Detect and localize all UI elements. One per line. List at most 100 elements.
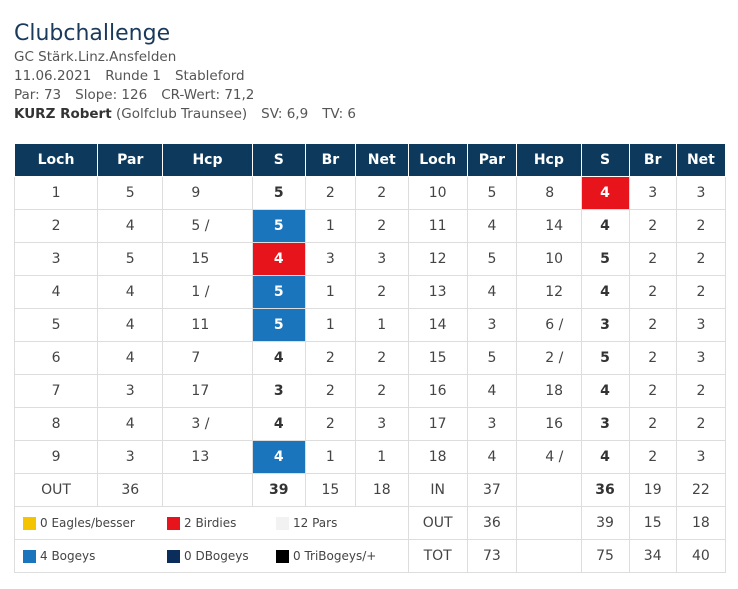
column-header: Hcp <box>162 143 253 177</box>
legend-item: 0 Eagles/besser <box>23 516 167 530</box>
cell <box>516 473 582 507</box>
cell: 3 <box>97 374 164 408</box>
legend-label: 0 DBogeys <box>184 549 249 563</box>
cell: 15 <box>407 341 468 375</box>
cell: 5 <box>13 308 99 342</box>
legend-row: 4 Bogeys 0 DBogeys 0 TriBogeys/+ <box>15 549 408 563</box>
header-row: Loch Par Hcp S Br Net Loch Par Hcp S Br Net <box>13 143 727 177</box>
slope: Slope: 126 <box>75 87 148 103</box>
cell: OUT <box>407 506 468 540</box>
cell: 18 <box>675 506 727 540</box>
cell: 2 <box>354 176 409 210</box>
column-header: Br <box>628 143 677 177</box>
cell: 7 <box>13 374 99 408</box>
cell: 12 <box>516 275 582 309</box>
player-info: KURZ Robert (Golfclub Traunsee) SV: 6,9 TV… <box>14 105 370 124</box>
legend-swatch <box>276 549 289 563</box>
cell: 15 <box>305 473 356 507</box>
cell: 1 <box>305 440 356 474</box>
cell: 16 <box>407 374 468 408</box>
course-info: Par: 73 Slope: 126 CR-Wert: 71,2 <box>14 86 370 105</box>
hole-row: 7 3 17 3 2 2 16 4 18 4 2 2 <box>13 374 727 408</box>
cell: 2 <box>305 407 356 441</box>
cell: 2 <box>305 341 356 375</box>
cell <box>162 473 253 507</box>
cell: 22 <box>675 473 727 507</box>
cell: 4 <box>580 209 630 243</box>
cell: 5 <box>251 308 307 342</box>
cell: 5 <box>97 242 164 276</box>
cell: 2 <box>354 275 409 309</box>
cell: 2 <box>354 341 409 375</box>
cell: 14 <box>516 209 582 243</box>
legend-swatch <box>276 516 289 530</box>
cell: 1 <box>305 308 356 342</box>
cell: 4 <box>466 374 518 408</box>
cell: 4 <box>251 440 307 474</box>
legend-item: 4 Bogeys <box>23 549 167 563</box>
cell: 10 <box>516 242 582 276</box>
cell: 2 <box>628 341 677 375</box>
legend-label: 2 Birdies <box>184 516 237 530</box>
round: Runde 1 <box>105 68 161 84</box>
cell: 3 <box>675 341 727 375</box>
cell: 2 <box>354 209 409 243</box>
legend-swatch <box>167 516 180 530</box>
cell: 2 <box>675 374 727 408</box>
cell: 5 <box>466 242 518 276</box>
title: Clubchallenge <box>14 21 171 46</box>
club-name: GC Stärk.Linz.Ansfelden <box>14 49 177 65</box>
cell: 73 <box>466 539 518 573</box>
cell: 40 <box>675 539 727 573</box>
cell: 2 <box>675 275 727 309</box>
legend: 4 Bogeys 0 DBogeys 0 TriBogeys/+ <box>14 539 409 573</box>
cell: 15 <box>628 506 677 540</box>
cell: 3 <box>675 308 727 342</box>
cell: 3 <box>354 242 409 276</box>
cell: 3 <box>580 407 630 441</box>
cell: 3 <box>13 242 99 276</box>
cr: CR-Wert: 71,2 <box>161 87 255 103</box>
hole-row: 9 3 13 4 1 1 18 4 4 /4 2 3 <box>13 440 727 474</box>
legend-item: 2 Birdies <box>167 516 276 530</box>
cell: 3 <box>580 308 630 342</box>
column-header: S <box>251 143 307 177</box>
cell: 12 <box>407 242 468 276</box>
cell: 4 <box>580 176 630 210</box>
cell: 36 <box>466 506 518 540</box>
hole-row: 6 4 7 4 2 2 15 5 2 /5 2 3 <box>13 341 727 375</box>
cell: 1 <box>354 440 409 474</box>
cell: 9 <box>162 176 253 210</box>
cell: 4 <box>251 407 307 441</box>
cell: 16 <box>516 407 582 441</box>
cell: 2 <box>628 440 677 474</box>
legend-swatch <box>167 549 180 563</box>
cell: 18 <box>407 440 468 474</box>
cell: 2 <box>628 374 677 408</box>
cell: 3 <box>675 440 727 474</box>
cell: 2 <box>305 374 356 408</box>
column-header: Hcp <box>516 143 582 177</box>
column-header: Par <box>466 143 518 177</box>
cell: 1 <box>305 209 356 243</box>
legend: 0 Eagles/besser 2 Birdies 12 Pars <box>14 506 409 540</box>
cell: 75 <box>580 539 630 573</box>
cell: 8 <box>13 407 99 441</box>
cell: 5 <box>251 275 307 309</box>
summary-row: 0 Eagles/besser 2 Birdies 12 Pars OUT 36 39 15… <box>14 506 727 540</box>
cell: 5 <box>466 341 518 375</box>
cell: 39 <box>251 473 307 507</box>
date: 11.06.2021 <box>14 68 92 84</box>
cell: 2 <box>628 242 677 276</box>
out-row: OUT 36 39 15 18 IN 37 36 19 22 <box>13 473 727 507</box>
tv: TV: 6 <box>322 106 356 122</box>
cell: 3 <box>251 374 307 408</box>
sv: SV: 6,9 <box>261 106 309 122</box>
cell: 2 <box>675 242 727 276</box>
cell: 3 <box>305 242 356 276</box>
cell: 4 <box>580 275 630 309</box>
cell: 5 <box>580 242 630 276</box>
column-header: Loch <box>407 143 468 177</box>
